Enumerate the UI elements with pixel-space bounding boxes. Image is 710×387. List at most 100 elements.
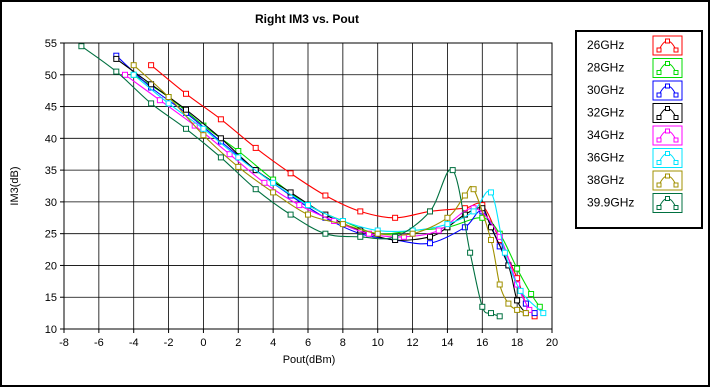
x-tick-label: -6	[94, 337, 104, 349]
data-point-marker	[467, 249, 474, 256]
legend: 26GHz 28GHz 30GHz 32GHz 34GHz 36GHz 38GHz 39.9G…	[575, 30, 703, 229]
y-tick-label: 40	[45, 133, 57, 145]
data-point-marker	[392, 214, 399, 221]
data-point-marker	[305, 211, 311, 218]
legend-swatch-marker	[665, 38, 670, 44]
legend-swatch-marker	[665, 106, 670, 111]
x-tick-label: 10	[372, 337, 384, 349]
x-tick-label: -4	[129, 337, 139, 349]
legend-label: 36GHz	[587, 151, 624, 165]
data-point-marker	[501, 249, 508, 256]
data-point-marker	[183, 125, 189, 132]
data-point-marker	[305, 202, 311, 209]
legend-swatch	[652, 103, 683, 123]
legend-swatch-marker	[665, 83, 670, 89]
series-line	[115, 55, 536, 314]
data-point-marker	[261, 179, 268, 186]
plot-series	[78, 43, 547, 320]
data-point-marker	[444, 221, 451, 228]
x-tick-label: 16	[476, 337, 488, 349]
legend-swatch-marker	[665, 173, 670, 179]
legend-swatch	[652, 58, 683, 78]
data-point-marker	[366, 230, 372, 237]
data-point-marker	[540, 310, 547, 317]
x-tick-label: 8	[340, 337, 346, 349]
data-point-marker	[488, 237, 494, 243]
data-point-marker	[357, 208, 364, 215]
series-34GHz	[122, 71, 533, 313]
legend-label: 26GHz	[587, 38, 624, 52]
data-point-marker	[183, 90, 189, 97]
legend-swatch-marker	[665, 61, 670, 66]
data-point-marker	[252, 186, 259, 193]
chart-title: Right IM3 vs. Pout	[255, 12, 359, 26]
data-point-marker	[122, 71, 128, 78]
legend-label: 39.9GHz	[587, 196, 634, 210]
plot-area-border	[63, 42, 553, 330]
legend-swatch-marker	[656, 160, 662, 165]
data-point-marker	[400, 233, 407, 240]
x-tick-label: 4	[270, 337, 276, 349]
x-tick-label: -8	[59, 337, 69, 349]
x-tick-label: 6	[305, 337, 311, 349]
legend-label: 32GHz	[587, 106, 624, 120]
series-line	[133, 74, 544, 314]
data-point-marker	[479, 303, 486, 310]
data-point-marker	[148, 100, 155, 107]
x-tick-label: 18	[511, 337, 523, 349]
series-39.9GHz	[78, 43, 503, 320]
legend-swatch-marker	[656, 205, 662, 210]
data-point-marker	[522, 310, 529, 317]
data-point-marker	[130, 71, 137, 78]
x-tick-label: 2	[235, 337, 241, 349]
series-36GHz	[130, 71, 547, 317]
data-point-marker	[449, 167, 456, 174]
data-point-marker	[374, 230, 381, 237]
legend-swatch-marker	[656, 137, 662, 143]
legend-swatch-marker	[673, 137, 679, 143]
legend-swatch-marker	[665, 196, 670, 201]
x-tick-label: -2	[164, 337, 174, 349]
data-point-marker	[461, 192, 468, 199]
data-point-marker	[322, 192, 329, 199]
data-point-marker	[470, 208, 477, 215]
data-point-marker	[113, 68, 120, 75]
data-point-marker	[514, 306, 521, 313]
legend-swatch-marker	[656, 47, 662, 53]
legend-swatch	[652, 193, 683, 213]
x-tick-label: 20	[546, 337, 558, 349]
x-tick-label: 14	[441, 337, 453, 349]
y-tick-label: 25	[45, 229, 57, 241]
x-tick-label: 12	[406, 337, 418, 349]
data-point-marker	[409, 230, 416, 237]
data-point-marker	[148, 62, 155, 69]
data-point-marker	[514, 297, 521, 304]
data-point-marker	[226, 151, 233, 158]
y-tick-label: 15	[45, 292, 57, 304]
data-point-marker	[217, 116, 224, 123]
data-point-marker	[165, 94, 172, 100]
data-point-marker	[339, 221, 346, 228]
data-point-marker	[322, 230, 329, 237]
data-point-marker	[470, 186, 477, 193]
data-point-marker	[148, 81, 155, 88]
legend-swatch	[652, 80, 683, 101]
data-point-marker	[357, 233, 364, 240]
data-point-marker	[392, 233, 399, 240]
data-point-marker	[113, 55, 120, 62]
y-axis-label: IM3(dB)	[9, 166, 21, 205]
y-tick-label: 35	[45, 165, 57, 177]
series-28GHz	[130, 71, 543, 310]
legend-swatch	[652, 35, 683, 56]
series-38GHz	[130, 62, 529, 317]
data-point-marker	[514, 265, 521, 272]
data-point-marker	[496, 233, 503, 240]
data-point-marker	[296, 202, 303, 209]
data-point-marker	[183, 106, 189, 113]
data-point-marker	[235, 148, 242, 154]
data-point-marker	[235, 163, 242, 170]
data-point-marker	[427, 208, 433, 215]
data-point-marker	[528, 291, 535, 297]
